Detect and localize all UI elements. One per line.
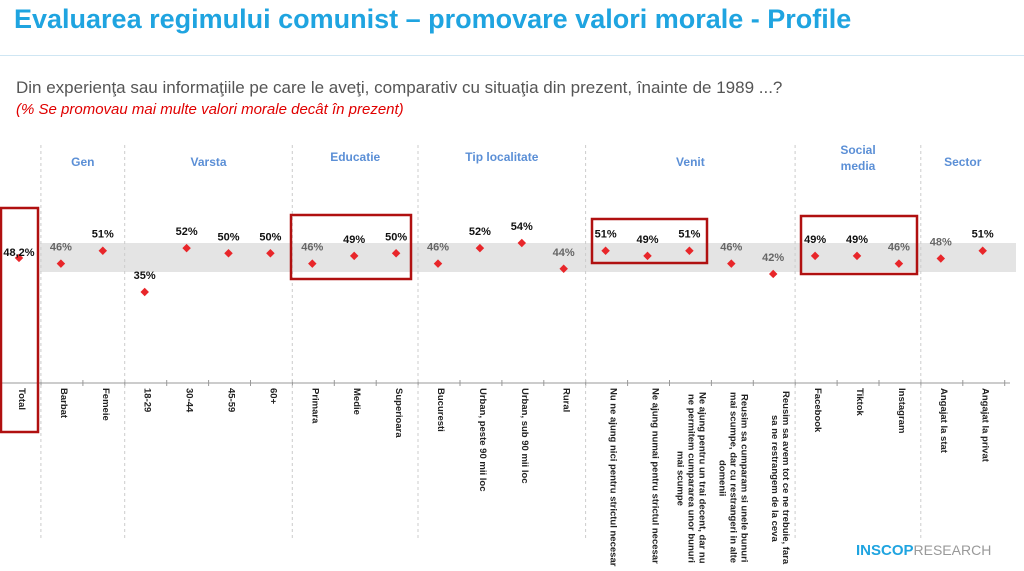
category-label: Rural: [560, 388, 572, 413]
category-label: 60+: [267, 388, 279, 405]
data-label: 44%: [553, 247, 575, 259]
data-point: [475, 243, 485, 253]
category-label: Medie: [351, 388, 363, 415]
category-label: Tiktok: [854, 388, 865, 416]
note-text: (% Se promovau mai multe valori morale d…: [16, 101, 404, 118]
logo-bold: INSCOP: [856, 542, 914, 559]
group-header: Venit: [676, 155, 705, 169]
data-point: [98, 246, 108, 255]
group-header: Tip localitate: [465, 150, 538, 164]
data-label: 51%: [678, 229, 700, 241]
highlight-box: [590, 217, 709, 265]
category-label: Bucuresti: [435, 388, 446, 432]
average-band: [40, 243, 1016, 272]
page-title: Evaluarea regimului comunist – promovare…: [14, 4, 852, 34]
group-header: Gen: [71, 155, 94, 169]
category-label: Nu ne ajung nici pentru strictul necesar: [607, 388, 619, 567]
data-point: [182, 243, 191, 253]
category-label: Ne ajung pentru un trai decent, dar nu n…: [674, 392, 708, 564]
highlight-box: [289, 213, 413, 281]
data-point: [894, 259, 904, 268]
data-label: 48,2%: [3, 247, 34, 259]
highlight-box: [799, 214, 919, 276]
category-label: Reusim sa avem tot ce ne trebuie, fara s…: [769, 391, 792, 565]
data-point: [727, 259, 736, 268]
category-label: Facebook: [812, 388, 824, 433]
data-label: 49%: [804, 234, 826, 246]
data-label: 52%: [176, 226, 198, 238]
category-label: Angajat la privat: [979, 388, 991, 462]
data-label: 46%: [50, 242, 72, 254]
data-point: [433, 259, 443, 268]
category-label: Superioara: [393, 388, 405, 438]
data-point: [266, 249, 275, 258]
category-label: Barbat: [57, 388, 69, 419]
data-point: [559, 264, 568, 274]
data-label: 49%: [846, 234, 868, 246]
category-label: 45-59: [225, 388, 237, 413]
data-label: 50%: [385, 231, 407, 243]
category-label: Angajat la stat: [937, 388, 949, 453]
category-label: Femeie: [99, 388, 111, 421]
inscop-logo: INSCOPRESEARCH: [856, 542, 991, 559]
data-label: 49%: [636, 234, 658, 246]
category-label: Urban, sub 90 mii loc: [518, 388, 530, 484]
data-label: 42%: [762, 252, 784, 264]
category-label: Urban, peste 90 mii loc: [476, 388, 488, 492]
data-label: 50%: [217, 231, 239, 243]
data-point: [56, 259, 66, 268]
data-point: [349, 251, 359, 261]
data-label: 46%: [427, 242, 449, 254]
data-label: 49%: [343, 234, 365, 246]
category-label: Total: [16, 388, 27, 410]
data-label: 54%: [511, 221, 533, 233]
group-header: Educatie: [330, 150, 380, 164]
category-label: Primara: [309, 388, 321, 424]
data-point: [308, 259, 317, 268]
data-point: [391, 249, 401, 258]
category-label: Ne ajung numai pentru strictul necesar: [649, 388, 661, 564]
group-header: Sector: [944, 155, 982, 169]
data-label: 50%: [259, 231, 281, 243]
title-divider: [0, 55, 1024, 56]
group-header: Varsta: [191, 155, 227, 169]
question-text: Din experienţa sau informaţiile pe care …: [16, 78, 783, 97]
category-label: Instagram: [895, 388, 907, 434]
category-label: 18-29: [141, 388, 153, 413]
data-label: 35%: [134, 270, 156, 282]
data-label: 46%: [720, 242, 742, 254]
data-label: 46%: [301, 242, 323, 254]
data-point: [140, 287, 149, 297]
data-label: 52%: [469, 226, 491, 238]
highlight-box: [0, 206, 40, 434]
group-header: media: [841, 159, 876, 173]
data-label: 51%: [595, 229, 617, 241]
logo-light: RESEARCH: [913, 542, 992, 558]
group-header: Social: [840, 143, 875, 157]
data-label: 48%: [930, 236, 952, 248]
category-label: Reusim sa cumparam si unele bunuri mai s…: [716, 392, 750, 564]
data-label: 51%: [92, 229, 114, 241]
data-label: 46%: [888, 242, 910, 254]
data-point: [768, 269, 778, 279]
category-label: 30-44: [183, 388, 195, 413]
data-label: 51%: [972, 229, 994, 241]
